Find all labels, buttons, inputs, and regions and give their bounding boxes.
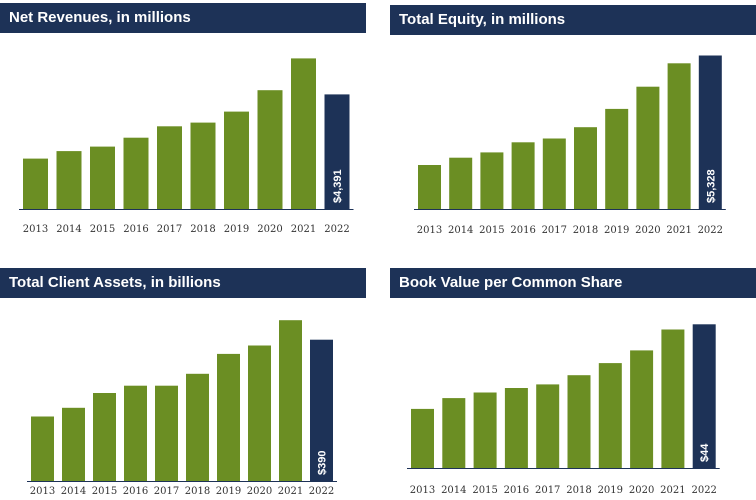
bar-chart-book-value: 2013 2014 2015 2016 2017 2018 2019 2020 2021 $44 2…: [407, 324, 720, 496]
bar-2015: [90, 146, 115, 209]
data-label: $390: [317, 451, 329, 475]
x-tick-label: 2022: [324, 224, 349, 235]
x-tick-label: 2014: [61, 486, 86, 497]
x-tick-label: 2015: [479, 225, 504, 236]
bar-2020: [630, 350, 654, 468]
bar-2015: [473, 392, 497, 468]
bar-2013: [411, 408, 434, 468]
x-tick-label: 2018: [190, 224, 215, 235]
x-tick-label: 2022: [309, 486, 334, 497]
x-tick-label: 2014: [56, 224, 81, 235]
bar-2018: [574, 127, 597, 209]
chart-panel-total-equity: Total Equity, in millions 2013 2014 2015 20…: [390, 5, 756, 242]
data-label: $5,328: [705, 169, 717, 203]
bar-2018: [186, 373, 209, 481]
x-tick-label: 2016: [504, 485, 529, 496]
x-tick-label: 2019: [216, 486, 241, 497]
bar-2021: [661, 329, 685, 468]
x-tick-label: 2021: [291, 224, 316, 235]
bar-2015: [480, 152, 504, 209]
x-tick-label: 2013: [23, 224, 48, 235]
bar-2019: [224, 111, 249, 209]
bar-2017: [542, 138, 566, 209]
x-tick-label: 2016: [123, 224, 148, 235]
x-tick-label: 2017: [542, 225, 567, 236]
bar-2021: [291, 58, 316, 210]
bar-2021: [667, 63, 691, 209]
x-tick-label: 2015: [472, 485, 497, 496]
bar-chart-net-revenues: 2013 2014 2015 2016 2017 2018 2019 2020 2021 $4,3…: [19, 58, 354, 235]
bar-2013: [23, 158, 48, 209]
bar-2014: [62, 407, 85, 481]
x-tick-label: 2013: [410, 485, 435, 496]
x-tick-label: 2014: [448, 225, 473, 236]
bar-2018: [567, 375, 591, 468]
bar-2014: [449, 157, 473, 209]
bar-2020: [257, 90, 283, 209]
bar-chart-total-equity: 2013 2014 2015 2016 2017 2018 2019 2020 2021 $5,3…: [414, 55, 726, 236]
bar-2022: [310, 339, 333, 481]
x-tick-label: 2020: [247, 486, 272, 497]
bar-2017: [536, 384, 560, 468]
bar-2018: [190, 122, 216, 209]
x-tick-label: 2021: [278, 486, 303, 497]
bar-2020: [636, 86, 660, 209]
bar-2019: [217, 353, 240, 481]
chart-panel-book-value: Book Value per Common Share 2013 2014 2015…: [390, 268, 756, 500]
x-tick-label: 2019: [598, 485, 623, 496]
x-tick-label: 2019: [224, 224, 249, 235]
bar-2017: [155, 385, 178, 481]
x-tick-label: 2022: [691, 485, 716, 496]
bar-2016: [123, 137, 149, 209]
x-tick-label: 2017: [535, 485, 560, 496]
x-tick-label: 2017: [154, 486, 179, 497]
bar-2022: [324, 94, 350, 209]
x-tick-label: 2020: [635, 225, 660, 236]
bar-2020: [248, 345, 271, 481]
x-tick-label: 2018: [573, 225, 598, 236]
bar-2022: [698, 55, 722, 209]
bar-2022: [692, 324, 716, 468]
data-label: $44: [699, 443, 711, 462]
x-tick-label: 2020: [257, 224, 282, 235]
chart-title: Total Equity, in millions: [390, 5, 756, 35]
chart-panel-net-revenues: Net Revenues, in millions 2013 2014 2015 20…: [0, 3, 366, 240]
data-label: $4,391: [332, 169, 344, 203]
bar-2016: [504, 388, 528, 468]
x-tick-label: 2013: [30, 486, 55, 497]
x-tick-label: 2019: [604, 225, 629, 236]
x-tick-label: 2013: [417, 225, 442, 236]
bar-2014: [56, 151, 82, 209]
bar-2019: [598, 363, 622, 468]
x-tick-label: 2016: [123, 486, 148, 497]
bar-2017: [157, 126, 182, 209]
chart-title: Book Value per Common Share: [390, 268, 756, 298]
chart-title: Net Revenues, in millions: [0, 3, 366, 33]
x-tick-label: 2020: [629, 485, 654, 496]
bar-2015: [93, 393, 116, 481]
bar-2021: [279, 320, 302, 481]
bar-2013: [418, 165, 441, 209]
chart-panel-total-client-assets: Total Client Assets, in billions 2013 201…: [0, 268, 366, 500]
bar-2014: [442, 398, 466, 468]
bar-chart-total-client-assets: 2013 2014 2015 2016 2017 2018 2019 2020 2021 $390…: [27, 320, 337, 497]
x-tick-label: 2021: [660, 485, 685, 496]
x-tick-label: 2015: [92, 486, 117, 497]
x-tick-label: 2014: [441, 485, 466, 496]
bar-2016: [511, 142, 535, 209]
x-tick-label: 2021: [666, 225, 691, 236]
x-tick-label: 2022: [698, 225, 723, 236]
x-tick-label: 2017: [157, 224, 182, 235]
chart-title: Total Client Assets, in billions: [0, 268, 366, 298]
bar-2013: [31, 416, 54, 481]
x-tick-label: 2016: [510, 225, 535, 236]
x-tick-label: 2018: [185, 486, 210, 497]
bar-2016: [124, 385, 147, 481]
x-tick-label: 2018: [566, 485, 591, 496]
x-tick-label: 2015: [90, 224, 115, 235]
bar-2019: [605, 108, 629, 209]
